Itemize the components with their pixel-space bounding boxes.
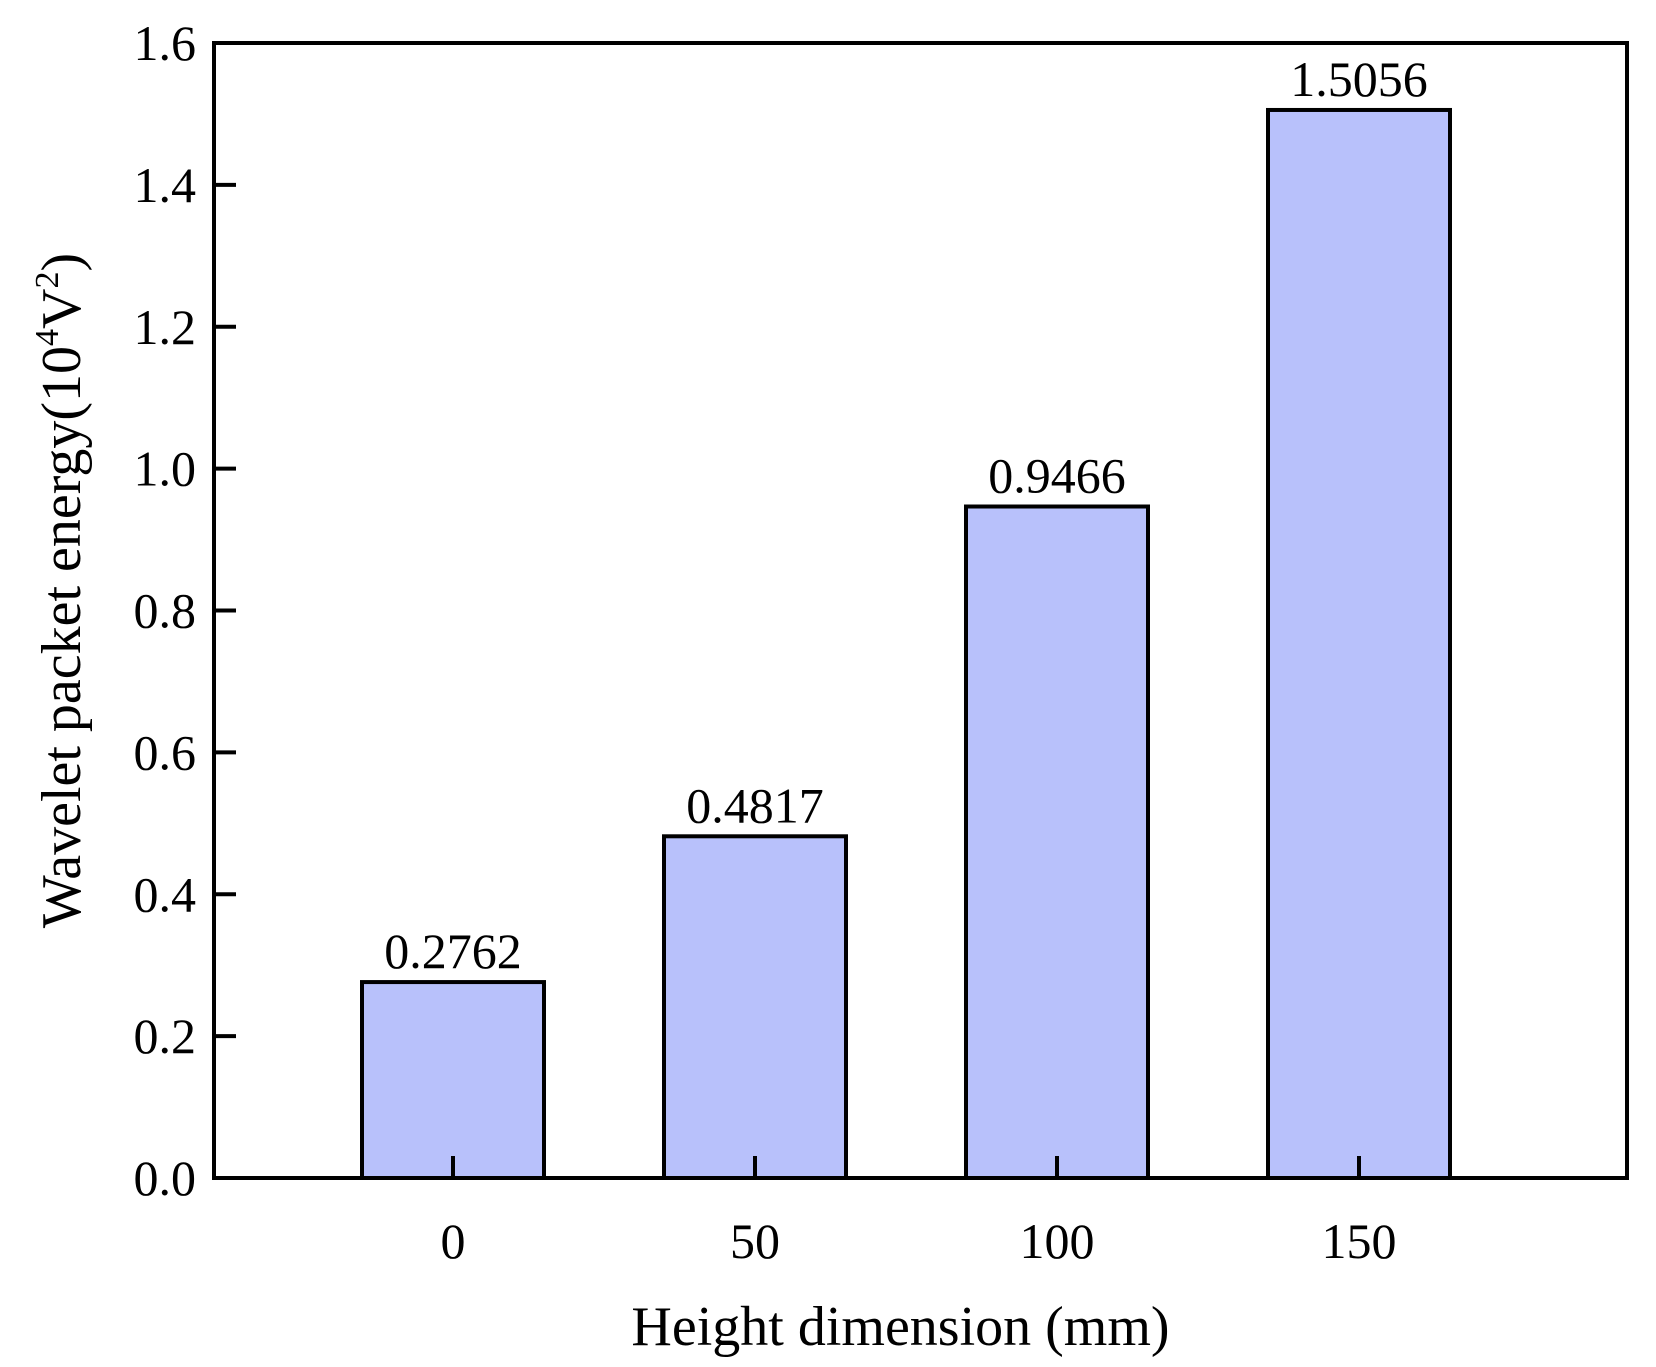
x-tick-label-0: 0 [441,1213,466,1269]
y-tick-label-0.6: 0.6 [134,724,197,780]
y-axis-title-unit: V [31,289,93,329]
data-labels-layer: 0.2762 0.4817 0.9466 1.5056 [384,51,1428,979]
y-tick-label-1.4: 1.4 [134,157,197,213]
x-tick-label-150: 150 [1322,1213,1397,1269]
plot-frame [212,41,1629,1180]
data-label-0: 0.2762 [384,923,522,979]
bar-100 [964,504,1150,1180]
y-tick-label-0.8: 0.8 [134,583,197,639]
data-label-150: 1.5056 [1290,51,1428,107]
x-ticks-layer: 0 50 100 150 [441,1156,1397,1269]
y-tick-label-0.2: 0.2 [134,1008,197,1064]
y-tick-label-1.0: 1.0 [134,441,197,497]
bar-50 [662,834,848,1180]
y-axis-title-prefix: Wavelet packet energy(10 [31,346,93,928]
y-tick-label-0.0: 0.0 [134,1150,197,1206]
bar-150 [1266,107,1452,1181]
y-axis-title: Wavelet packet energy(104V2) [29,253,93,928]
y-ticks-layer: 0.0 0.2 0.4 0.6 0.8 1.0 1.2 1.4 1.6 [134,15,236,1206]
data-label-50: 0.4817 [686,777,824,833]
y-tick-label-1.2: 1.2 [134,299,197,355]
bars-layer [360,107,1452,1181]
x-tick-label-50: 50 [730,1213,780,1269]
data-label-100: 0.9466 [988,448,1126,504]
x-tick-label-100: 100 [1020,1213,1095,1269]
y-axis-title-exponent-1: 4 [29,329,66,346]
x-axis-title: Height dimension (mm) [631,1296,1169,1358]
y-axis-title-exponent-2: 2 [29,272,66,289]
bar-0 [360,980,546,1180]
y-tick-label-0.4: 0.4 [134,866,197,922]
y-tick-label-1.6: 1.6 [134,15,197,71]
y-axis-title-suffix: ) [31,253,93,272]
